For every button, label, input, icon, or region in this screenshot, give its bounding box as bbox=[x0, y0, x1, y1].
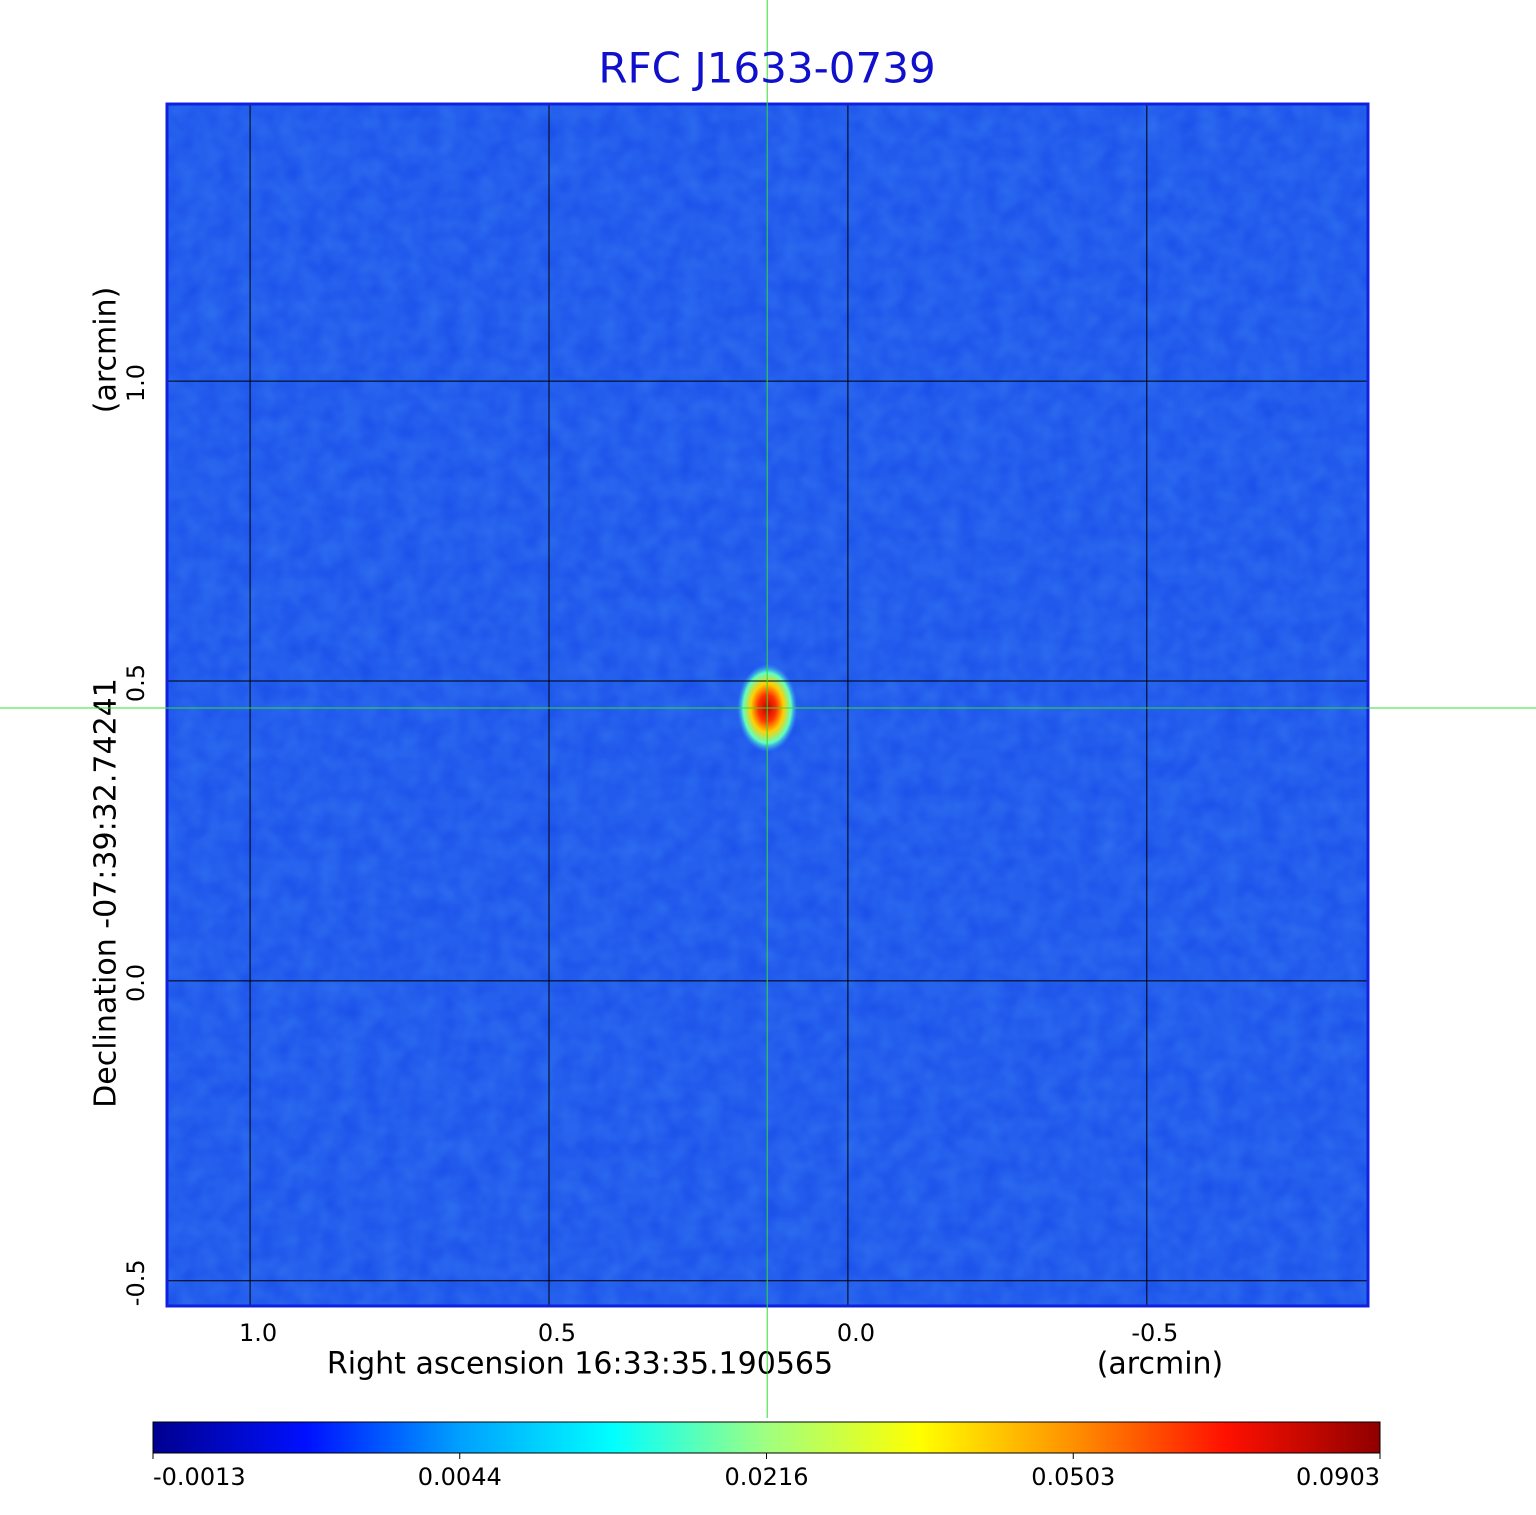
colorbar-tick-label: 0.0044 bbox=[418, 1463, 502, 1491]
colorbar-tick-label: -0.0013 bbox=[153, 1463, 246, 1491]
x-tick-label: 0.5 bbox=[538, 1319, 576, 1347]
x-tick-label: -0.5 bbox=[1131, 1319, 1178, 1347]
chart-title: RFC J1633-0739 bbox=[598, 44, 935, 93]
colorbar-tick-label: 0.0903 bbox=[1296, 1463, 1380, 1491]
colorbar bbox=[152, 1421, 1381, 1454]
colorbar-tick-label: 0.0216 bbox=[725, 1463, 809, 1491]
x-tick-label: 1.0 bbox=[239, 1319, 277, 1347]
y-tick-label: -0.5 bbox=[122, 1259, 150, 1306]
y-axis-unit: (arcmin) bbox=[89, 287, 124, 414]
colorbar-tick-label: 0.0503 bbox=[1031, 1463, 1115, 1491]
y-tick-label: 0.0 bbox=[122, 964, 150, 1002]
y-axis-label: Declination -07:39:32.74241 bbox=[89, 678, 124, 1108]
y-tick-label: 1.0 bbox=[122, 364, 150, 402]
x-axis-unit: (arcmin) bbox=[1097, 1347, 1224, 1382]
y-tick-label: 0.5 bbox=[122, 664, 150, 702]
x-tick-label: 0.0 bbox=[837, 1319, 875, 1347]
x-axis-label: Right ascension 16:33:35.190565 bbox=[327, 1347, 833, 1382]
